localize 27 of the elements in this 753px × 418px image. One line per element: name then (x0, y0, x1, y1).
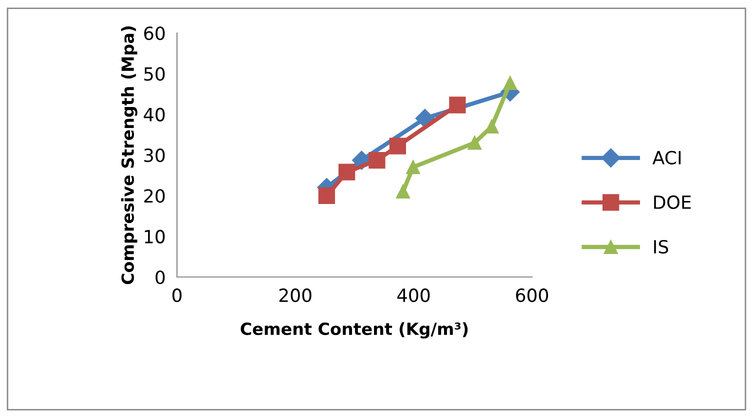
y-tick-label: 30 (144, 148, 165, 162)
legend-label: DOE (654, 195, 691, 210)
y-tick-label: 0 (156, 270, 165, 284)
x-tick-label: 600 (516, 288, 548, 302)
legend-label: IS (654, 240, 668, 254)
point (406, 160, 420, 174)
point (389, 138, 406, 154)
x-tick-label: 200 (279, 288, 312, 302)
point (368, 152, 386, 169)
legend-label: ACI (652, 150, 681, 164)
point (503, 76, 518, 90)
y-tick-label: 10 (144, 230, 165, 244)
point (468, 136, 482, 150)
point (449, 96, 466, 114)
y-tick-label: 50 (144, 67, 165, 81)
y-tick-label: 20 (144, 189, 165, 203)
point (318, 187, 336, 204)
x-tick-label: 0 (172, 288, 182, 302)
x-axis-title: Cement Content (Kg/m³) (240, 322, 468, 338)
point (415, 108, 434, 128)
point (338, 164, 356, 180)
point (484, 120, 499, 134)
y-tick-label: 60 (144, 26, 165, 40)
y-tick-label: 40 (144, 108, 165, 122)
y-axis-title: Compresive Strength (Mpa) (121, 26, 138, 284)
x-tick-label: 400 (397, 288, 430, 302)
point (396, 184, 410, 199)
